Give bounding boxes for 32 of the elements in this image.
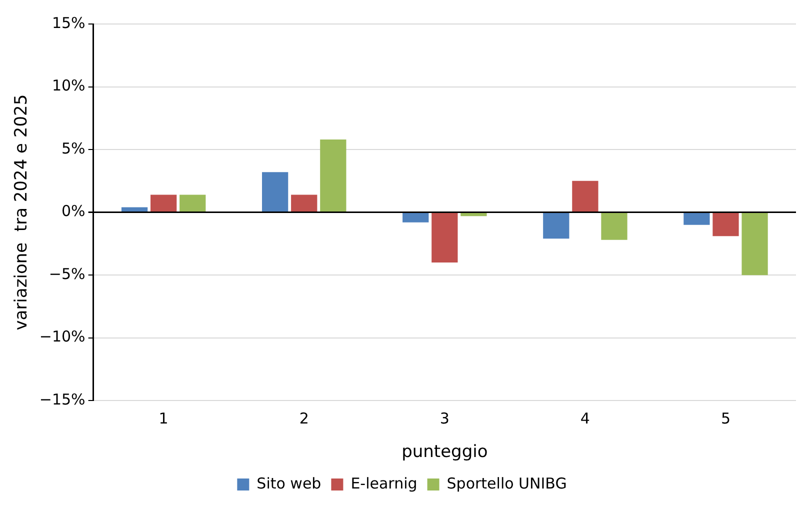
bar bbox=[320, 139, 346, 212]
legend-label: Sito web bbox=[256, 474, 322, 492]
bar bbox=[572, 180, 598, 212]
x-axis-title: punteggio bbox=[402, 442, 488, 462]
x-tick-label: 5 bbox=[720, 409, 731, 428]
y-tick-label: 15% bbox=[52, 14, 86, 32]
y-axis-title: variazione tra 2024 e 2025 bbox=[12, 94, 32, 330]
bar bbox=[262, 172, 288, 212]
bar bbox=[150, 194, 177, 212]
y-tick-label: 0% bbox=[62, 202, 86, 220]
bar bbox=[180, 194, 206, 212]
bar bbox=[543, 213, 570, 239]
bar bbox=[432, 213, 458, 263]
x-tick-label: 1 bbox=[158, 409, 168, 428]
bar bbox=[712, 213, 739, 236]
bar bbox=[402, 213, 429, 222]
bar bbox=[684, 213, 710, 225]
x-tick-label: 3 bbox=[440, 409, 450, 428]
x-tick-label: 4 bbox=[580, 409, 590, 428]
legend-label: E-learnig bbox=[350, 474, 418, 492]
y-tick-label: −5% bbox=[48, 264, 86, 283]
bar bbox=[601, 213, 628, 240]
y-tick-label: −15% bbox=[39, 390, 86, 408]
bar bbox=[121, 207, 148, 212]
legend-label: Sportello UNIBG bbox=[446, 474, 567, 492]
y-tick-label: 5% bbox=[62, 139, 86, 158]
bar bbox=[460, 213, 487, 216]
x-tick-label: 2 bbox=[299, 409, 309, 428]
bar bbox=[291, 194, 318, 212]
y-tick-label: −10% bbox=[39, 328, 86, 346]
y-tick-label: 10% bbox=[52, 76, 86, 95]
bar bbox=[742, 213, 768, 276]
